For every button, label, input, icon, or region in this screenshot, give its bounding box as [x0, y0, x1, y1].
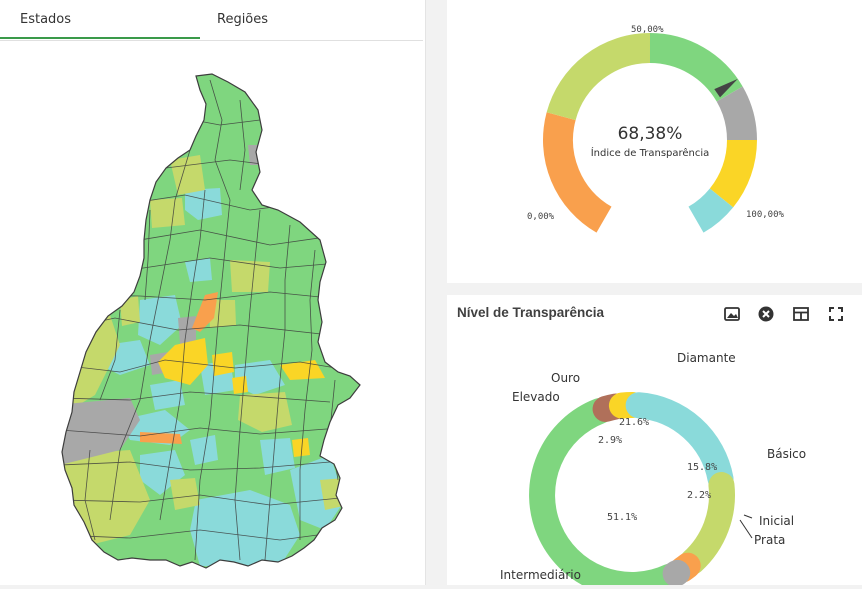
leader-line-inicial	[743, 514, 753, 519]
image-icon	[724, 307, 740, 321]
municipality[interactable]	[212, 352, 234, 376]
segment-label-intermediario: Intermediário	[500, 568, 581, 582]
segment-value-diamante: 21.6%	[619, 417, 649, 428]
segment-label-ouro: Ouro	[551, 371, 580, 385]
donut-panel: Nível de Transparência 21.6% 15.8% 2.2% …	[447, 295, 862, 585]
municipality[interactable]	[248, 145, 262, 165]
gauge-mid-label: 50,00%	[631, 25, 664, 35]
gauge-chart[interactable]: 68,38% Índice de Transparência 50,00% 0,…	[447, 0, 862, 283]
gauge-panel: 68,38% Índice de Transparência 50,00% 0,…	[447, 0, 862, 283]
municipality[interactable]	[190, 435, 218, 465]
tab-estados[interactable]: Estados	[0, 0, 200, 39]
municipality[interactable]	[138, 295, 182, 345]
municipality[interactable]	[185, 258, 212, 282]
municipality[interactable]	[192, 292, 218, 332]
municipality[interactable]	[290, 455, 345, 530]
municipality[interactable]	[232, 376, 248, 394]
municipality[interactable]	[320, 478, 348, 510]
gauge-band	[546, 33, 651, 121]
gauge-needle	[714, 78, 738, 98]
leader-line-prata	[739, 519, 753, 539]
municipality[interactable]	[55, 398, 140, 465]
expand-icon	[829, 307, 843, 321]
tocantins-map[interactable]	[0, 44, 423, 585]
clear-selection-button[interactable]	[753, 301, 779, 327]
donut-segment[interactable]	[662, 559, 691, 585]
segment-value-elevado: 2.9%	[598, 435, 622, 446]
tab-bar: Estados Regiões	[0, 0, 423, 41]
municipality[interactable]	[170, 155, 205, 195]
segment-label-inicial: Inicial	[759, 514, 794, 528]
gauge-band	[709, 139, 757, 208]
table-icon	[793, 307, 809, 321]
municipality[interactable]	[292, 438, 310, 457]
gauge-band	[649, 33, 743, 102]
gauge-band	[716, 86, 757, 141]
donut-chart[interactable]: 21.6% 15.8% 2.2% 51.1% 2.9% Diamante Bás…	[447, 295, 862, 585]
map-panel: Estados Regiões	[0, 0, 426, 585]
municipality[interactable]	[280, 360, 325, 380]
fullscreen-button[interactable]	[823, 301, 849, 327]
donut-segment[interactable]	[679, 472, 735, 575]
municipality[interactable]	[178, 316, 196, 344]
municipality[interactable]	[170, 478, 200, 510]
table-view-button[interactable]	[788, 301, 814, 327]
gauge-min-label: 0,00%	[527, 212, 555, 222]
gauge-caption: Índice de Transparência	[591, 146, 710, 159]
gauge-max-label: 100,00%	[746, 210, 785, 220]
gauge-bands	[543, 33, 757, 233]
donut-title: Nível de Transparência	[457, 305, 605, 320]
tab-regioes[interactable]: Regiões	[217, 12, 269, 27]
municipality[interactable]	[235, 360, 285, 395]
close-circle-icon	[758, 306, 774, 322]
gauge-band	[688, 188, 734, 233]
segment-value-intermediario: 51.1%	[607, 512, 637, 523]
gauge-band	[543, 112, 612, 233]
gauge-value: 68,38%	[618, 124, 683, 144]
segment-label-elevado: Elevado	[512, 390, 560, 404]
donut-segment[interactable]	[625, 392, 734, 492]
municipality[interactable]	[230, 260, 270, 292]
municipality[interactable]	[190, 490, 300, 566]
segment-label-diamante: Diamante	[677, 351, 736, 365]
segment-label-prata: Prata	[754, 533, 785, 547]
segment-value-inicial: 2.2%	[687, 490, 711, 501]
segment-label-basico: Básico	[767, 447, 806, 461]
snapshot-button[interactable]	[719, 301, 745, 327]
segment-value-basico: 15.8%	[687, 462, 717, 473]
municipality[interactable]	[120, 296, 140, 326]
municipality[interactable]	[150, 198, 185, 228]
state-map[interactable]	[0, 44, 423, 585]
municipality[interactable]	[140, 432, 182, 444]
